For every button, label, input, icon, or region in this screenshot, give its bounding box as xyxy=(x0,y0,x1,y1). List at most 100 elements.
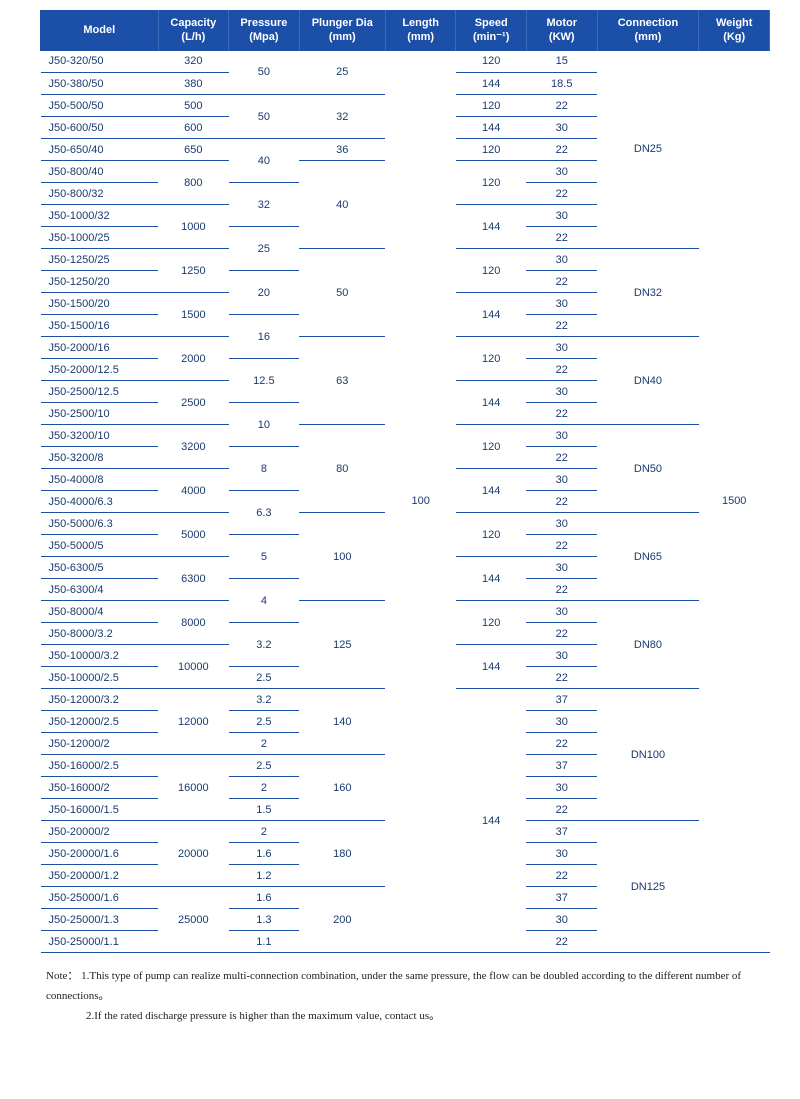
cell-pressure: 2 xyxy=(229,777,300,799)
cell-capacity: 2000 xyxy=(158,337,229,381)
cell-motor: 22 xyxy=(526,359,597,381)
cell-model: J50-380/50 xyxy=(41,73,159,95)
cell-model: J50-20000/1.6 xyxy=(41,843,159,865)
cell-model: J50-320/50 xyxy=(41,51,159,73)
cell-speed: 144 xyxy=(456,645,527,689)
cell-capacity: 320 xyxy=(158,51,229,73)
cell-motor: 22 xyxy=(526,491,597,513)
cell-speed: 120 xyxy=(456,161,527,205)
cell-model: J50-5000/6.3 xyxy=(41,513,159,535)
note-line2: 2.If the rated discharge pressure is hig… xyxy=(46,1007,770,1027)
col-header: Capacity(L/h) xyxy=(158,10,229,51)
table-row: J50-320/50320502510012015DN251500 xyxy=(41,51,770,73)
cell-pressure: 3.2 xyxy=(229,623,300,667)
cell-motor: 22 xyxy=(526,139,597,161)
cell-model: J50-1500/20 xyxy=(41,293,159,315)
cell-motor: 22 xyxy=(526,931,597,953)
cell-pressure: 2.5 xyxy=(229,667,300,689)
cell-capacity: 1500 xyxy=(158,293,229,337)
cell-pressure: 1.2 xyxy=(229,865,300,887)
cell-pressure: 2 xyxy=(229,821,300,843)
cell-motor: 22 xyxy=(526,271,597,293)
cell-model: J50-10000/2.5 xyxy=(41,667,159,689)
note-label: Note： xyxy=(46,970,78,982)
cell-speed: 144 xyxy=(456,469,527,513)
cell-model: J50-800/32 xyxy=(41,183,159,205)
cell-model: J50-1250/25 xyxy=(41,249,159,271)
cell-pressure: 3.2 xyxy=(229,689,300,711)
cell-motor: 22 xyxy=(526,183,597,205)
cell-model: J50-2000/12.5 xyxy=(41,359,159,381)
cell-speed: 120 xyxy=(456,249,527,293)
cell-motor: 18.5 xyxy=(526,73,597,95)
cell-connection: DN32 xyxy=(597,249,699,337)
cell-motor: 30 xyxy=(526,249,597,271)
cell-capacity: 600 xyxy=(158,117,229,139)
cell-speed: 144 xyxy=(456,117,527,139)
cell-motor: 30 xyxy=(526,293,597,315)
cell-speed: 144 xyxy=(456,73,527,95)
cell-pressure: 10 xyxy=(229,403,300,447)
cell-motor: 37 xyxy=(526,755,597,777)
cell-model: J50-4000/8 xyxy=(41,469,159,491)
cell-weight: 1500 xyxy=(699,51,770,953)
cell-model: J50-16000/1.5 xyxy=(41,799,159,821)
cell-length: 100 xyxy=(385,51,456,953)
cell-model: J50-2500/12.5 xyxy=(41,381,159,403)
cell-speed: 144 xyxy=(456,381,527,425)
cell-motor: 30 xyxy=(526,205,597,227)
cell-capacity: 25000 xyxy=(158,887,229,953)
cell-pressure: 25 xyxy=(229,227,300,271)
cell-plunger: 32 xyxy=(299,95,385,139)
cell-speed: 144 xyxy=(456,689,527,953)
cell-model: J50-6300/5 xyxy=(41,557,159,579)
cell-plunger: 25 xyxy=(299,51,385,95)
cell-pressure: 2.5 xyxy=(229,755,300,777)
cell-motor: 30 xyxy=(526,557,597,579)
cell-capacity: 2500 xyxy=(158,381,229,425)
cell-capacity: 1000 xyxy=(158,205,229,249)
cell-pressure: 1.3 xyxy=(229,909,300,931)
cell-model: J50-20000/1.2 xyxy=(41,865,159,887)
cell-model: J50-10000/3.2 xyxy=(41,645,159,667)
cell-motor: 30 xyxy=(526,513,597,535)
cell-motor: 22 xyxy=(526,799,597,821)
cell-plunger: 36 xyxy=(299,139,385,161)
col-header: Weight(Kg) xyxy=(699,10,770,51)
cell-motor: 22 xyxy=(526,579,597,601)
cell-pressure: 1.6 xyxy=(229,843,300,865)
cell-motor: 30 xyxy=(526,337,597,359)
cell-pressure: 2 xyxy=(229,733,300,755)
cell-motor: 30 xyxy=(526,601,597,623)
cell-model: J50-600/50 xyxy=(41,117,159,139)
cell-capacity: 12000 xyxy=(158,689,229,755)
col-header: Motor(KW) xyxy=(526,10,597,51)
cell-capacity: 500 xyxy=(158,95,229,117)
table-header-row: ModelCapacity(L/h)Pressure(Mpa)Plunger D… xyxy=(41,10,770,51)
cell-capacity: 16000 xyxy=(158,755,229,821)
cell-model: J50-25000/1.1 xyxy=(41,931,159,953)
cell-capacity: 3200 xyxy=(158,425,229,469)
cell-connection: DN80 xyxy=(597,601,699,689)
cell-motor: 22 xyxy=(526,227,597,249)
cell-pressure: 5 xyxy=(229,535,300,579)
cell-pressure: 1.5 xyxy=(229,799,300,821)
cell-connection: DN50 xyxy=(597,425,699,513)
cell-model: J50-1250/20 xyxy=(41,271,159,293)
cell-capacity: 1250 xyxy=(158,249,229,293)
cell-speed: 144 xyxy=(456,205,527,249)
cell-connection: DN100 xyxy=(597,689,699,821)
cell-model: J50-1000/25 xyxy=(41,227,159,249)
cell-plunger: 140 xyxy=(299,689,385,755)
col-header: Length(mm) xyxy=(385,10,456,51)
cell-plunger: 160 xyxy=(299,755,385,821)
cell-motor: 30 xyxy=(526,425,597,447)
cell-model: J50-1000/32 xyxy=(41,205,159,227)
cell-capacity: 10000 xyxy=(158,645,229,689)
cell-motor: 30 xyxy=(526,645,597,667)
cell-pressure: 1.1 xyxy=(229,931,300,953)
cell-model: J50-8000/3.2 xyxy=(41,623,159,645)
cell-model: J50-5000/5 xyxy=(41,535,159,557)
cell-model: J50-3200/10 xyxy=(41,425,159,447)
cell-plunger: 63 xyxy=(299,337,385,425)
